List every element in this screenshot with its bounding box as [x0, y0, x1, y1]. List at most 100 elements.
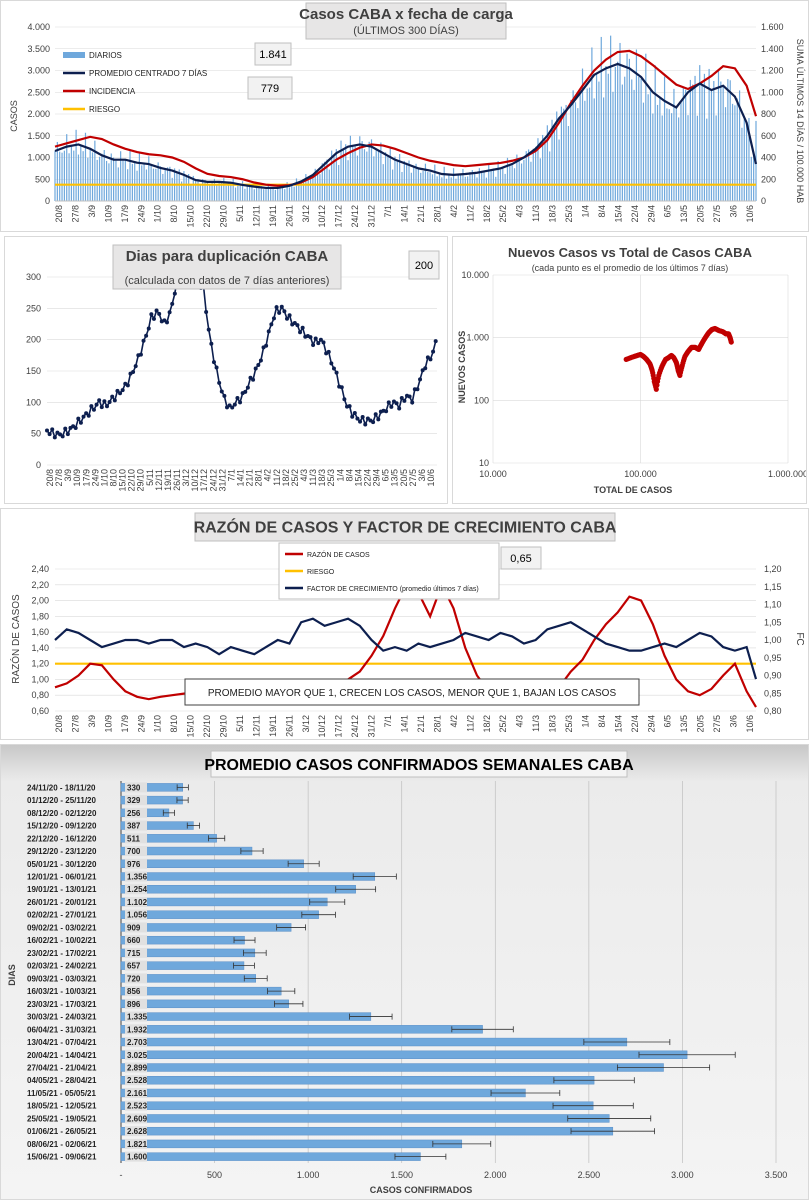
x-tick-label: 28/1	[432, 205, 442, 223]
bar-diarios	[429, 172, 431, 201]
bar-diarios	[738, 90, 741, 201]
x-tick-label: 20/5	[696, 715, 706, 733]
x-tick-label: 12/11	[251, 715, 261, 737]
duplicacion-point	[146, 326, 151, 331]
bar-diarios	[319, 174, 321, 201]
bar-diarios	[291, 184, 293, 201]
duplicacion-point	[308, 335, 313, 340]
bar-diarios	[218, 182, 220, 201]
title-box	[210, 750, 628, 778]
x-tick-label: 2.500	[578, 1170, 601, 1180]
data-label-bg	[125, 795, 147, 806]
bar-diarios	[490, 170, 492, 201]
x-tick-label: 29/10	[136, 469, 146, 492]
duplicacion-point	[209, 341, 214, 346]
bar-diarios	[586, 88, 588, 201]
bar-diarios	[642, 102, 645, 201]
bar-diarios	[438, 173, 441, 201]
scatter-point	[728, 339, 734, 345]
bar-diarios	[748, 117, 750, 201]
y-tick-label: 2.000	[27, 109, 50, 119]
x-tick-label: 15/10	[186, 715, 196, 738]
x-tick-label: 1/4	[580, 205, 590, 218]
bar-diarios	[248, 185, 251, 201]
bar-diarios	[459, 175, 462, 201]
x-tick-label: 8/10	[169, 715, 179, 733]
duplicacion-point	[211, 360, 216, 365]
duplicacion-point	[60, 434, 65, 439]
callout-box	[500, 546, 542, 570]
bar-diarios	[120, 151, 122, 201]
bar-diarios	[375, 150, 377, 201]
bar-diarios	[645, 53, 647, 202]
x-tick-label: 4/2	[449, 715, 459, 728]
bar-diarios	[633, 89, 635, 201]
x-tick-label: 31/12	[367, 715, 377, 738]
duplicacion-point	[271, 316, 276, 321]
duplicacion-point	[219, 389, 224, 394]
bar-diarios	[281, 187, 284, 201]
x-tick-label: 4/2	[449, 205, 459, 218]
x-tick-label: 25/3	[564, 205, 574, 223]
data-label: 976	[127, 860, 141, 869]
bar-diarios	[431, 174, 434, 201]
bar-diarios	[382, 164, 384, 201]
duplicacion-point	[167, 310, 172, 315]
bar-semanal	[120, 1139, 463, 1149]
duplicacion-point	[149, 312, 154, 317]
bar-diarios	[115, 160, 117, 201]
y-tick-label: 0	[36, 460, 41, 470]
bar-diarios	[321, 163, 323, 201]
bar-diarios	[717, 70, 720, 201]
bar-diarios	[743, 117, 745, 201]
bar-diarios	[694, 75, 696, 201]
y2-tick-label: 1.400	[761, 44, 784, 54]
bar-diarios	[188, 174, 190, 201]
legend-label: RIESGO	[307, 569, 335, 576]
x-tick-label: 1.500	[390, 1170, 413, 1180]
y-tick-label: 50	[31, 429, 41, 439]
duplicacion-point	[63, 426, 68, 431]
y2-tick-label: 1,15	[764, 582, 782, 592]
x-tick-label: 6/5	[663, 205, 673, 218]
data-label: 720	[127, 974, 141, 983]
bar-semanal	[120, 1012, 372, 1021]
duplicacion-point	[110, 394, 115, 399]
callout-value: 779	[261, 83, 279, 95]
bar-diarios	[63, 150, 65, 201]
bar-diarios	[577, 108, 579, 201]
bar-diarios	[70, 146, 73, 201]
bar-diarios	[230, 183, 232, 201]
bar-diarios	[474, 174, 476, 201]
duplicacion-point	[222, 393, 227, 398]
bar-diarios	[537, 138, 539, 201]
data-label: 2.609	[127, 1114, 148, 1123]
x-tick-label: 22/4	[630, 205, 640, 223]
bar-diarios	[588, 87, 591, 201]
bar-diarios	[195, 179, 197, 201]
x-tick-label: 17/12	[334, 205, 344, 228]
y-tick-label: 1,20	[31, 659, 49, 669]
bar-diarios	[614, 66, 616, 201]
x-tick-label: 15/10	[118, 469, 128, 492]
bar-diarios	[220, 182, 223, 201]
x-tick-label: 27/8	[54, 469, 64, 487]
duplicacion-point	[331, 366, 336, 371]
bar-diarios	[685, 89, 687, 201]
bar-diarios	[335, 149, 337, 201]
x-tick-label: 31/12	[367, 205, 377, 228]
y2-tick-label: 1.200	[761, 66, 784, 76]
bar-diarios	[530, 161, 532, 201]
x-tick-label: 10/9	[103, 715, 113, 733]
x-tick-label: 4/2	[263, 469, 273, 482]
x-tick-label: 15/4	[353, 469, 363, 487]
bar-diarios	[399, 154, 401, 201]
x-tick-label: 22/10	[202, 715, 212, 738]
duplicacion-point	[358, 419, 363, 424]
x-tick-label: 3/12	[301, 205, 311, 223]
bar-diarios	[509, 165, 511, 201]
bar-diarios	[687, 115, 689, 201]
bar-diarios	[727, 79, 729, 201]
bar-diarios	[635, 49, 638, 202]
callout-value: 1.841	[259, 49, 287, 61]
